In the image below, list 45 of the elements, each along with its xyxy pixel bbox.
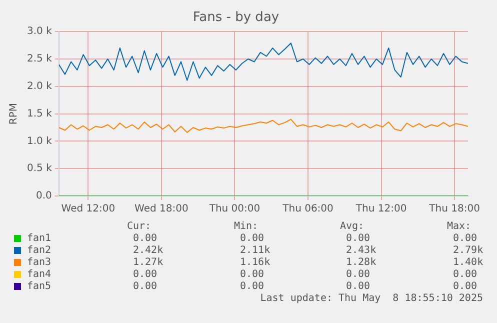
- x-tick-label: Thu 06:00: [282, 204, 334, 215]
- text: 2.42k: [133, 245, 164, 256]
- text: Last update: Thu May 8 18:55:10 2025: [260, 293, 483, 304]
- text: 1.16k: [240, 257, 270, 268]
- legend-label: fan4: [27, 269, 52, 280]
- x-tick-label: Thu 18:00: [428, 204, 480, 215]
- legend-label: fan5: [27, 281, 52, 292]
- text: 0.00: [240, 269, 264, 280]
- text: 0.00: [453, 281, 478, 292]
- text: 0.00: [133, 281, 158, 292]
- text: 0.00: [453, 269, 478, 280]
- text: 0.00: [346, 281, 370, 292]
- text: Max:: [447, 221, 472, 232]
- text: 0.00: [240, 233, 264, 244]
- text: 0.00: [346, 269, 370, 280]
- text: Cur:: [127, 221, 152, 232]
- text: 0.00: [346, 233, 370, 244]
- y-tick-label: 3.0 k: [27, 26, 52, 38]
- text: 0.00: [453, 233, 478, 244]
- y-tick-label: 2.0 k: [27, 80, 52, 92]
- text: 0.00: [133, 269, 158, 280]
- text: 2.11k: [240, 245, 270, 256]
- y-tick-label: 0.5 k: [27, 163, 52, 174]
- legend-label: fan2: [27, 245, 52, 256]
- text: Min:: [234, 221, 258, 232]
- y-tick-label: 1.0 k: [27, 136, 52, 147]
- legend-label: fan1: [27, 233, 52, 244]
- y-tick-label: 1.5 k: [27, 108, 52, 120]
- text: 1.27k: [133, 257, 164, 268]
- y-tick-label: 2.5 k: [27, 54, 52, 65]
- text: 2.79k: [453, 245, 484, 256]
- text: 1.28k: [346, 257, 376, 268]
- text: 1.40k: [453, 257, 484, 268]
- x-tick-label: Thu 12:00: [354, 204, 407, 215]
- text: 0.00: [240, 281, 264, 292]
- x-tick-label: Wed 18:00: [134, 204, 188, 215]
- text: 0.00: [133, 233, 158, 244]
- y-tick-label: 0.0: [36, 190, 52, 202]
- legend-label: fan3: [27, 257, 52, 268]
- x-tick-label: Wed 12:00: [61, 204, 116, 215]
- chart-title: Fans - by day: [192, 10, 280, 26]
- x-tick-label: Thu 00:00: [208, 204, 260, 215]
- text: Avg:: [340, 221, 364, 232]
- y-axis-title: RPM: [8, 102, 20, 125]
- text: 2.43k: [346, 245, 376, 256]
